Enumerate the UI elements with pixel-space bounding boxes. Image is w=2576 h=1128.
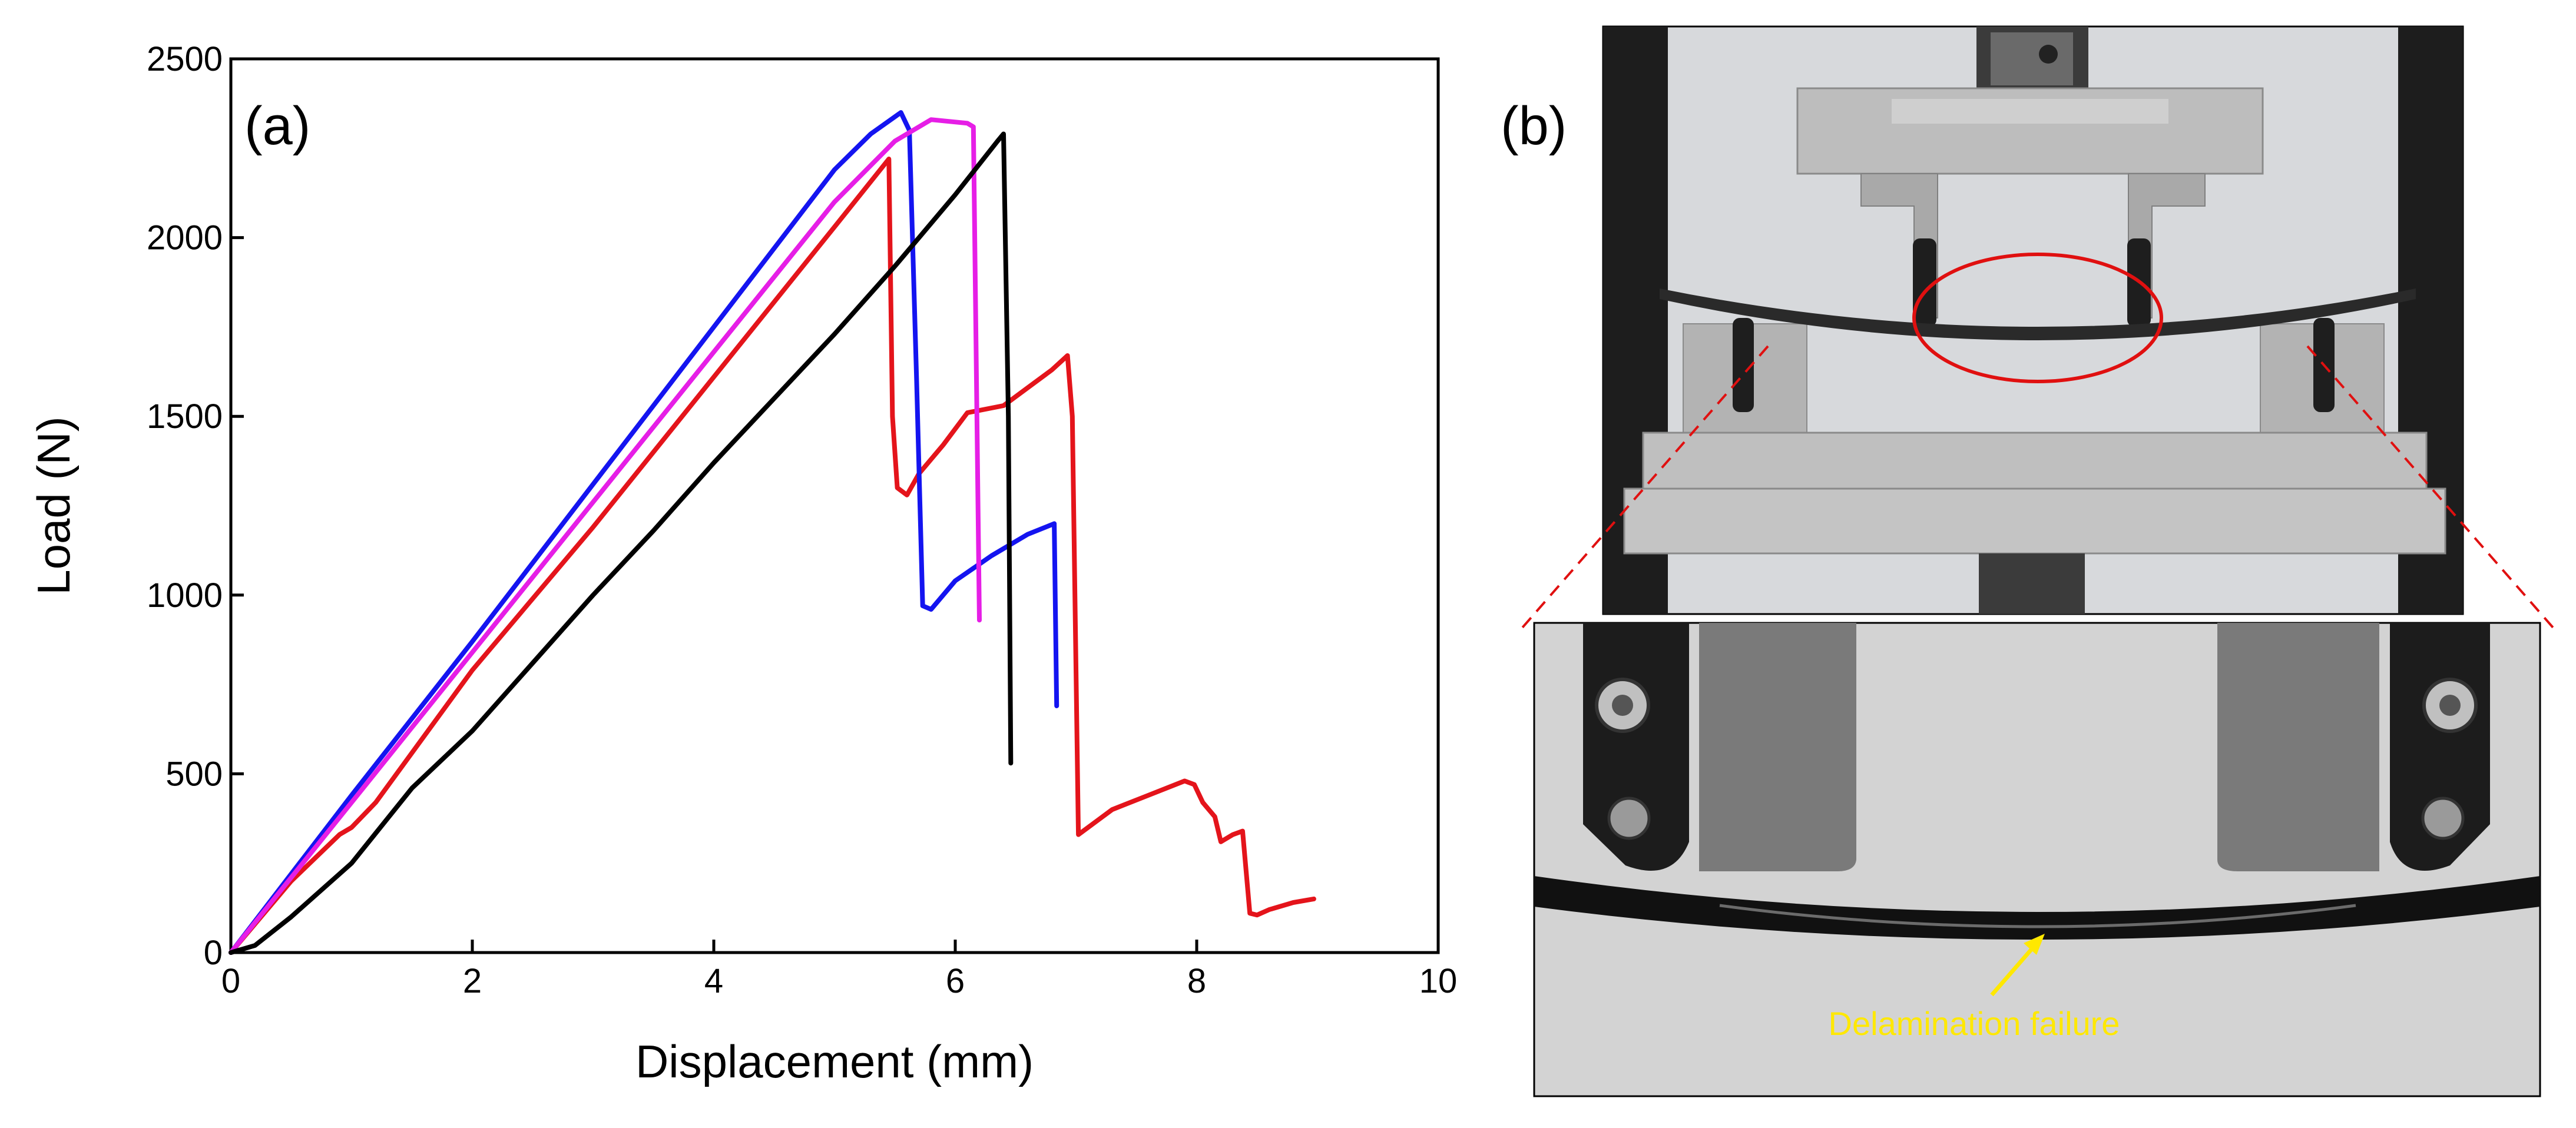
lower-scale — [1623, 487, 2446, 555]
y-tick-label: 1000 — [147, 576, 223, 615]
series-line-1 — [229, 157, 1316, 955]
x-tick-label: 8 — [1187, 962, 1206, 1000]
x-tick-label: 6 — [946, 962, 965, 1000]
lower-base — [1642, 432, 2428, 493]
lower-shaft — [1979, 553, 2085, 614]
panel-b: (b) — [1501, 25, 2554, 1097]
y-tick-label: 2500 — [147, 40, 223, 78]
x-tick-label: 4 — [704, 962, 723, 1000]
closeup-photo: Delamination failure — [1533, 622, 2541, 1097]
x-tick-label: 2 — [463, 962, 482, 1000]
series-line-3 — [229, 117, 982, 955]
x-tick-label: 10 — [1419, 962, 1458, 1000]
panel-a: 0 2 4 6 8 10 0 500 1000 1500 2000 2500 (a) Displace… — [28, 40, 1457, 1087]
fixture-photo — [1602, 25, 2464, 615]
y-tick-label: 500 — [165, 755, 223, 793]
upper-scale — [1892, 99, 2168, 124]
plot-frame — [229, 57, 1440, 954]
highlight-circle — [1912, 253, 2163, 383]
right-arm-closeup — [2217, 623, 2379, 871]
x-tick-label: 0 — [221, 962, 240, 1000]
specimen-closeup — [1534, 876, 2540, 940]
annotation-text: Delamination failure — [1829, 1005, 2120, 1042]
panel-label-b: (b) — [1501, 96, 1567, 156]
annotation-arrowhead — [2024, 934, 2045, 955]
shaft-bolt-icon — [2039, 45, 2058, 64]
specimen-bar — [1660, 288, 2416, 340]
axis-ticks: 0 2 4 6 8 10 0 500 1000 1500 2000 2500 — [147, 40, 1457, 1000]
panel-label-a: (a) — [244, 96, 310, 156]
y-tick-label: 0 — [204, 934, 223, 972]
y-tick-label: 2000 — [147, 219, 223, 257]
series-group — [229, 110, 1316, 955]
series-line-4 — [229, 131, 1014, 955]
y-tick-label: 1500 — [147, 397, 223, 436]
y-axis-label: Load (N) — [28, 416, 80, 595]
x-axis-label: Displacement (mm) — [635, 1036, 1034, 1087]
left-arm-closeup — [1699, 623, 1856, 871]
